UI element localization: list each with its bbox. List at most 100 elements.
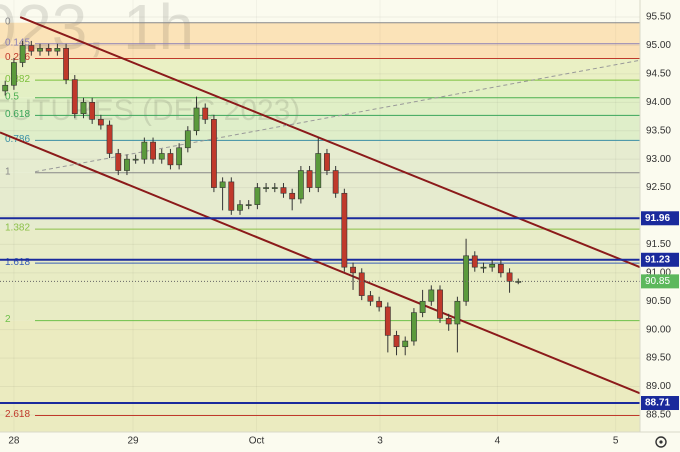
trend-line [19, 16, 641, 269]
candle-body [193, 107, 200, 132]
settings-icon[interactable] [655, 436, 667, 448]
x-tick-label: 4 [495, 436, 501, 447]
candle-body [150, 141, 156, 160]
y-tick-label: 88.50 [646, 410, 671, 421]
candle-body [184, 130, 191, 149]
y-tick-label: 90.00 [646, 324, 671, 335]
level-label: 88.71 [645, 398, 670, 409]
candle-body [324, 153, 330, 171]
candle-body [515, 281, 522, 283]
trend-line [0, 131, 641, 395]
candle-body [297, 170, 304, 200]
y-tick-label: 94.50 [646, 69, 671, 80]
candle-body [315, 153, 322, 188]
fib-band [0, 22, 640, 44]
settings-gear-center[interactable] [659, 440, 663, 444]
fib-label: 1 [5, 166, 11, 177]
candle-body [471, 255, 478, 268]
level-label: 91.23 [645, 254, 670, 265]
candle-body [245, 204, 252, 206]
level-label: 91.96 [645, 213, 670, 224]
candle-body [2, 84, 9, 92]
candle-body [506, 272, 513, 282]
candle-body [124, 158, 130, 171]
candle-body [411, 312, 417, 342]
candle-body [437, 289, 443, 319]
fib-band [0, 58, 640, 81]
fib-label: 1.382 [5, 223, 30, 234]
candle-body [350, 266, 356, 274]
candle-body [54, 48, 61, 52]
y-tick-label: 89.50 [646, 353, 671, 364]
fib-label: 0 [5, 16, 11, 27]
fib-band [0, 320, 640, 416]
candle-body [332, 170, 339, 194]
last-price-tag [641, 274, 679, 289]
last-price-label: 90.85 [645, 276, 670, 287]
candle-body [463, 255, 469, 302]
candle-body [45, 48, 52, 52]
x-tick-label: 29 [127, 436, 139, 447]
candle-body [228, 181, 235, 211]
y-tick-label: 90.50 [646, 296, 671, 307]
candle-body [402, 340, 409, 348]
candle-body [419, 300, 426, 313]
candle-body [367, 295, 374, 302]
settings-gear[interactable] [655, 436, 667, 448]
candle-body [89, 102, 96, 120]
candle-body [19, 45, 26, 63]
candle-body [11, 62, 17, 86]
candle-body [428, 289, 435, 302]
candle-body [280, 187, 287, 194]
fib-band [0, 97, 640, 116]
candle-body [71, 79, 78, 114]
candle-body [384, 306, 391, 336]
fib-label: 0.5 [5, 91, 19, 102]
fib-label: 0.382 [5, 74, 30, 85]
candle-body [176, 147, 183, 166]
y-tick-label: 93.00 [646, 154, 671, 165]
candle-body [211, 119, 217, 188]
candle-body [37, 48, 43, 52]
watermark-title: 2023, 1h [0, 0, 194, 63]
candle-body [28, 45, 35, 52]
y-tick-label: 94.00 [646, 97, 671, 108]
candle-body [106, 124, 113, 154]
y-tick-label: 95.50 [646, 12, 671, 23]
y-tick-label: 95.00 [646, 40, 671, 51]
fib-label: 0.618 [5, 109, 30, 120]
candle-body [480, 266, 487, 269]
candle-body [141, 141, 148, 160]
fib-band [0, 415, 640, 432]
x-tick-label: 5 [613, 436, 619, 447]
trend-line [35, 59, 641, 173]
candle-body [393, 335, 400, 348]
x-tick-label: 3 [377, 436, 383, 447]
fib-band [0, 263, 640, 321]
candle-body [80, 102, 87, 114]
fib-label: 0.145 [5, 37, 30, 48]
candle-body [219, 181, 226, 188]
candle-body [167, 153, 174, 166]
candle-body [271, 187, 278, 189]
candle-body [63, 48, 69, 80]
candle-body [454, 300, 461, 325]
fib-label: 1.618 [5, 257, 30, 268]
candle-body [115, 153, 122, 171]
level-tag [641, 252, 679, 267]
candle-body [489, 264, 496, 268]
y-tick-label: 91.00 [646, 267, 671, 278]
candle-body [202, 107, 209, 120]
candle-body [341, 192, 348, 268]
fib-band [0, 43, 640, 59]
level-tag [641, 396, 679, 411]
candle-body [158, 153, 165, 160]
fib-band [0, 80, 640, 98]
candle-body [376, 300, 383, 308]
fib-label: 2 [5, 314, 11, 325]
candle-body [132, 158, 139, 161]
candle-body [254, 187, 261, 205]
x-tick-label: Oct [249, 436, 265, 447]
y-tick-label: 93.50 [646, 125, 671, 136]
